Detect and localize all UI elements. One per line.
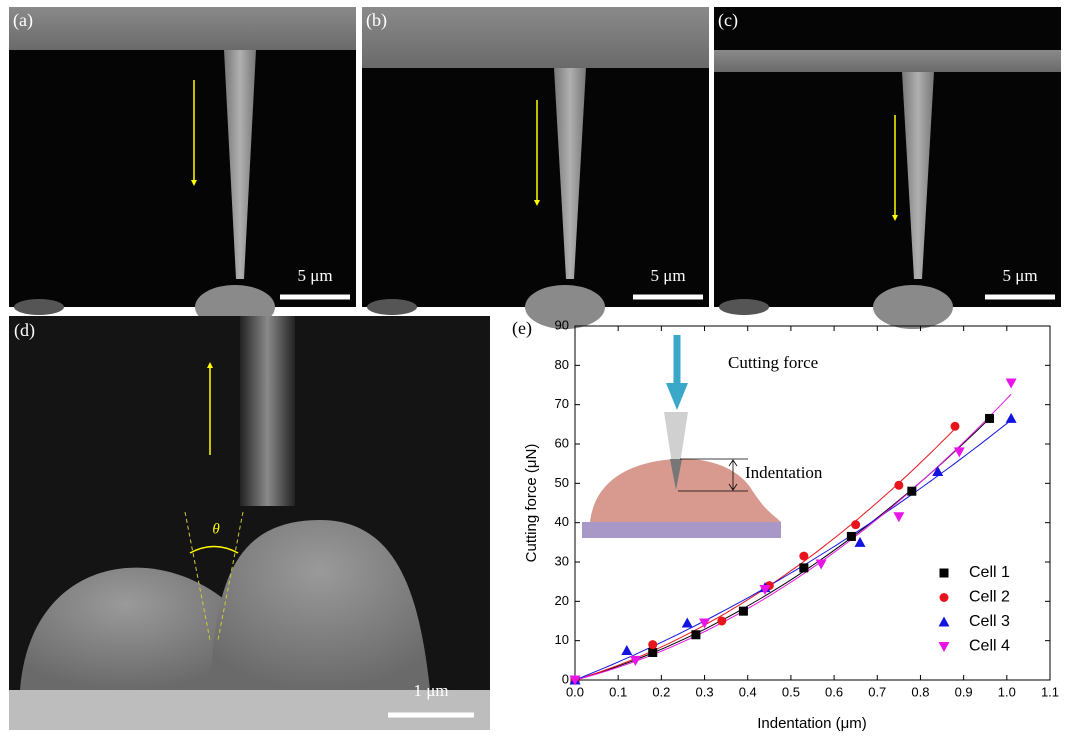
- data-point: [954, 447, 965, 457]
- data-point: [799, 563, 808, 572]
- x-axis-label: Indentation (μm): [757, 715, 867, 732]
- data-point: [985, 414, 994, 423]
- x-tick-label: 0.6: [825, 684, 843, 699]
- data-point: [691, 630, 700, 639]
- debris: [14, 299, 64, 315]
- legend-marker: [940, 593, 949, 602]
- legend-marker: [939, 642, 950, 652]
- data-point: [851, 520, 860, 529]
- debris: [367, 299, 417, 315]
- y-tick-label: 80: [555, 357, 569, 372]
- data-point: [799, 552, 808, 561]
- data-point: [717, 617, 726, 626]
- y-tick-label: 90: [555, 317, 569, 332]
- image-background: [9, 7, 356, 307]
- cantilever-beam: [9, 7, 356, 50]
- scale-bar-label: 5 μm: [650, 266, 685, 285]
- y-tick-label: 40: [555, 514, 569, 529]
- angle-label: θ: [212, 521, 220, 537]
- data-point: [739, 607, 748, 616]
- data-point: [648, 648, 657, 657]
- x-tick-label: 0.0: [566, 684, 584, 699]
- y-tick-label: 50: [555, 475, 569, 490]
- y-tick-label: 60: [555, 435, 569, 450]
- data-point: [1006, 413, 1017, 423]
- x-tick-label: 0.9: [955, 684, 973, 699]
- panel-label: (a): [13, 10, 33, 31]
- y-tick-label: 10: [555, 632, 569, 647]
- panel-label: (e): [512, 318, 532, 339]
- scale-bar-label: 5 μm: [1002, 266, 1037, 285]
- legend-label: Cell 2: [969, 589, 1010, 606]
- x-tick-label: 1.0: [998, 684, 1016, 699]
- cantilever-beam: [714, 50, 1061, 72]
- figure: 5 μm(a)5 μm(b)5 μm(c) θ 1 μm (d) (e) Cut: [0, 0, 1073, 738]
- panel-label: (c): [718, 10, 738, 31]
- x-tick-label: 0.8: [911, 684, 929, 699]
- x-tick-label: 0.1: [609, 684, 627, 699]
- x-tick-label: 1.1: [1041, 684, 1059, 699]
- legend-label: Cell 3: [969, 613, 1010, 630]
- substrate: [582, 522, 781, 538]
- annotation: Indentation: [745, 463, 823, 482]
- chart: Cutting force Indentation Indentation (μ…: [523, 317, 1059, 732]
- x-tick-label: 0.5: [782, 684, 800, 699]
- data-point: [682, 617, 693, 627]
- y-tick-label: 0: [562, 671, 569, 686]
- panel-label: (d): [14, 320, 35, 341]
- data-point: [648, 640, 657, 649]
- legend-label: Cell 1: [969, 564, 1010, 581]
- y-axis-label: Cutting force (μN): [523, 444, 540, 563]
- scale-bar-label: 5 μm: [297, 266, 332, 285]
- data-point: [951, 422, 960, 431]
- data-point: [621, 645, 632, 655]
- inset-illustration: Cutting force Indentation: [582, 335, 823, 538]
- x-tick-label: 0.2: [652, 684, 670, 699]
- x-tick-label: 0.7: [868, 684, 886, 699]
- cell: [873, 285, 953, 329]
- legend-label: Cell 4: [969, 638, 1010, 655]
- y-tick-label: 20: [555, 593, 569, 608]
- cantilever-beam: [362, 7, 709, 68]
- legend-marker: [939, 617, 950, 627]
- data-point: [893, 512, 904, 522]
- debris: [719, 299, 769, 315]
- data-point: [855, 537, 866, 547]
- panel-d: θ 1 μm (d): [9, 316, 490, 730]
- tip-column: [240, 316, 295, 506]
- data-point: [847, 532, 856, 541]
- annotation: Cutting force: [728, 353, 818, 372]
- sem-images: 5 μm (a) 5 μm (b) 5 μm (c): [9, 7, 1061, 329]
- panel-label: (b): [366, 10, 387, 31]
- legend-marker: [940, 569, 949, 578]
- y-tick-label: 70: [555, 396, 569, 411]
- scale-bar-label: 1 μm: [413, 681, 448, 700]
- data-point: [894, 481, 903, 490]
- force-arrow-head: [666, 383, 688, 410]
- x-tick-label: 0.3: [696, 684, 714, 699]
- data-point: [907, 487, 916, 496]
- x-tick-label: 0.4: [739, 684, 757, 699]
- data-point: [1006, 379, 1017, 389]
- fit-curve: [575, 419, 990, 681]
- y-tick-label: 30: [555, 553, 569, 568]
